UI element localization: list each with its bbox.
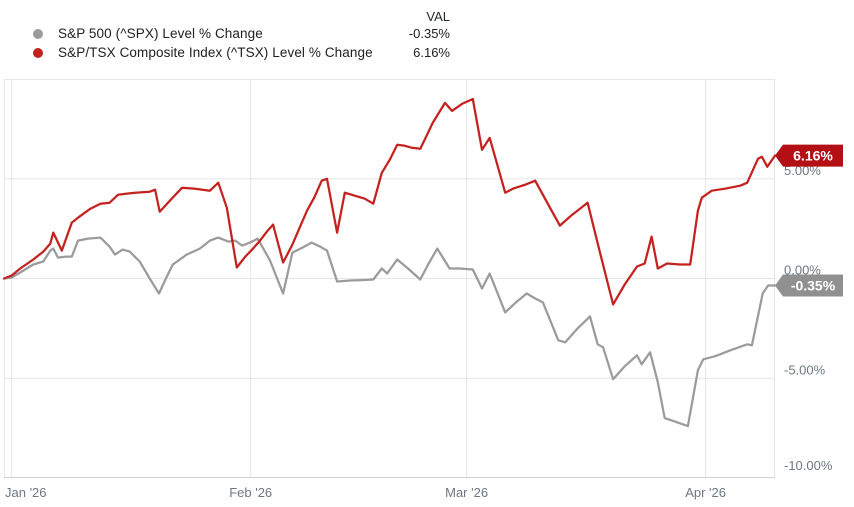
y-tick-label: 0.00% — [784, 263, 821, 278]
value-badge-tsx — [775, 144, 843, 167]
tsx-series-dot — [33, 48, 43, 58]
tsx-series-label: S&P/TSX Composite Index (^TSX) Level % C… — [58, 45, 373, 60]
y-tick-label: -5.00% — [784, 362, 826, 377]
tsx-series-value: 6.16% — [413, 45, 450, 60]
value-badge-label-spx: -0.35% — [791, 278, 836, 294]
legend-row-tsx: S&P/TSX Composite Index (^TSX) Level % C… — [0, 45, 854, 62]
spx-series-dot — [33, 29, 43, 39]
x-tick-label: Jan '26 — [5, 485, 47, 500]
x-tick-label: Feb '26 — [229, 485, 272, 500]
y-tick-label: -10.00% — [784, 458, 833, 473]
legend-row-spx: S&P 500 (^SPX) Level % Change -0.35% — [0, 26, 854, 43]
spx-series-value: -0.35% — [408, 26, 450, 41]
legend-val-column-header: VAL — [426, 9, 450, 24]
spx-series-label: S&P 500 (^SPX) Level % Change — [58, 26, 263, 41]
series-line-spx[interactable] — [2, 236, 777, 428]
series-line-tsx[interactable] — [2, 97, 777, 306]
value-badge-label-tsx: 6.16% — [793, 148, 833, 164]
x-tick-label: Mar '26 — [445, 485, 488, 500]
legend: VAL S&P 500 (^SPX) Level % Change -0.35%… — [0, 0, 854, 70]
x-tick-label: Apr '26 — [685, 485, 726, 500]
value-badge-spx — [775, 274, 843, 297]
